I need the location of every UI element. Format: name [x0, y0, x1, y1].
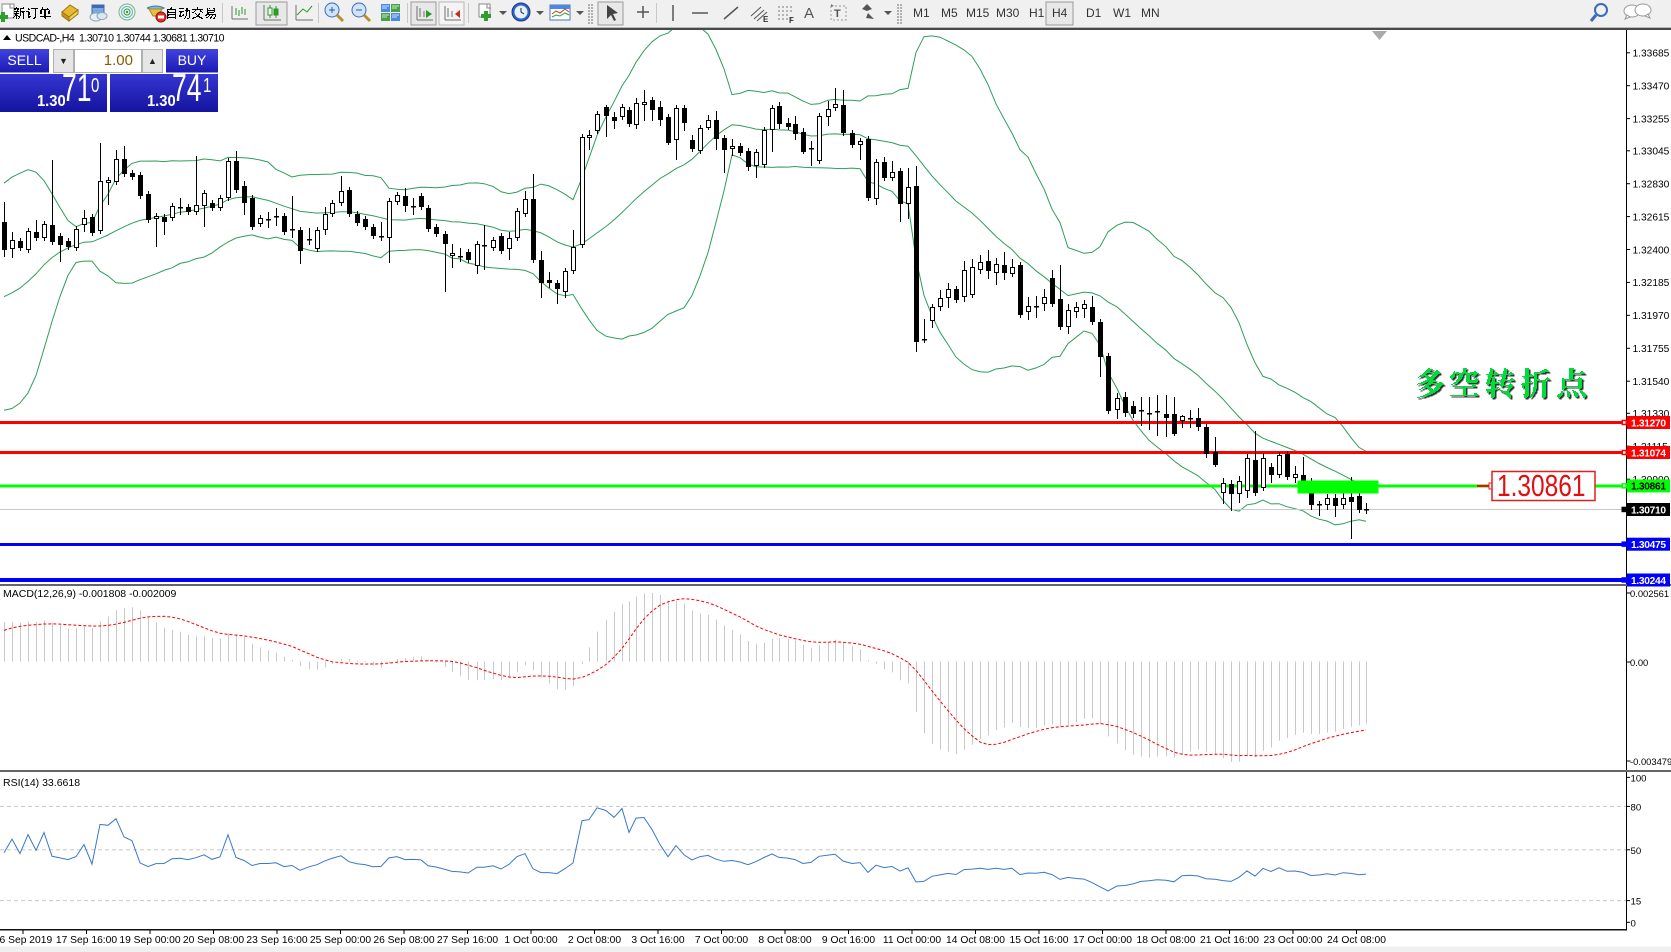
- svg-text:1.33470: 1.33470: [1633, 82, 1670, 93]
- svg-text:3 Oct 16:00: 3 Oct 16:00: [631, 935, 685, 946]
- svg-text:25 Sep 00:00: 25 Sep 00:00: [310, 935, 372, 946]
- svg-text:0: 0: [1631, 918, 1636, 929]
- svg-text:D1: D1: [1086, 6, 1102, 20]
- svg-text:100: 100: [1631, 773, 1647, 784]
- svg-text:1.32400: 1.32400: [1633, 245, 1670, 256]
- svg-text:80: 80: [1631, 802, 1642, 813]
- svg-text:24 Oct 08:00: 24 Oct 08:00: [1327, 935, 1386, 946]
- svg-text:16 Sep 2019: 16 Sep 2019: [0, 935, 52, 946]
- svg-text:1.31970: 1.31970: [1633, 311, 1670, 322]
- svg-text:H4: H4: [1052, 6, 1068, 20]
- svg-text:1.32615: 1.32615: [1633, 212, 1670, 223]
- svg-text:1.30861: 1.30861: [1497, 468, 1585, 502]
- svg-text:20 Sep 08:00: 20 Sep 08:00: [183, 935, 245, 946]
- svg-text:1.31074: 1.31074: [1631, 448, 1666, 459]
- svg-text:M30: M30: [996, 6, 1020, 20]
- svg-text:17 Sep 16:00: 17 Sep 16:00: [56, 935, 118, 946]
- svg-text:M5: M5: [941, 6, 958, 20]
- svg-text:1 Oct 00:00: 1 Oct 00:00: [504, 935, 558, 946]
- svg-text:14 Oct 08:00: 14 Oct 08:00: [946, 935, 1005, 946]
- svg-text:17 Oct 00:00: 17 Oct 00:00: [1073, 935, 1132, 946]
- svg-text:W1: W1: [1113, 6, 1131, 20]
- svg-text:21 Oct 16:00: 21 Oct 16:00: [1200, 935, 1259, 946]
- svg-text:1.33255: 1.33255: [1633, 114, 1670, 125]
- svg-text:2 Oct 08:00: 2 Oct 08:00: [568, 935, 622, 946]
- svg-text:1.31540: 1.31540: [1633, 377, 1670, 388]
- svg-text:11 Oct 00:00: 11 Oct 00:00: [883, 935, 941, 946]
- svg-text:H1: H1: [1029, 6, 1045, 20]
- svg-text:1.32185: 1.32185: [1633, 278, 1670, 289]
- svg-text:1.31270: 1.31270: [1631, 418, 1666, 429]
- svg-text:26 Sep 08:00: 26 Sep 08:00: [373, 935, 435, 946]
- svg-text:M1: M1: [913, 6, 930, 20]
- svg-text:19 Sep 00:00: 19 Sep 00:00: [119, 935, 181, 946]
- svg-text:MN: MN: [1141, 6, 1160, 20]
- svg-text:1.30861: 1.30861: [1631, 482, 1666, 493]
- svg-text:-0.003479: -0.003479: [1630, 756, 1671, 767]
- svg-text:1.32830: 1.32830: [1633, 180, 1670, 191]
- svg-text:18 Oct 08:00: 18 Oct 08:00: [1137, 935, 1196, 946]
- svg-text:0.002561: 0.002561: [1630, 588, 1669, 599]
- svg-text:MACD(12,26,9) -0.001808 -0.002: MACD(12,26,9) -0.001808 -0.002009: [3, 588, 177, 600]
- svg-text:F: F: [789, 16, 794, 25]
- svg-text:8 Oct 08:00: 8 Oct 08:00: [758, 935, 812, 946]
- svg-text:M15: M15: [966, 6, 990, 20]
- svg-text:1.30475: 1.30475: [1631, 540, 1666, 551]
- svg-text:1.30244: 1.30244: [1631, 576, 1666, 587]
- svg-text:1.31330: 1.31330: [1633, 409, 1670, 420]
- svg-text:RSI(14) 33.6618: RSI(14) 33.6618: [3, 777, 80, 789]
- svg-text:23 Oct 00:00: 23 Oct 00:00: [1264, 935, 1323, 946]
- svg-text:15: 15: [1631, 897, 1642, 908]
- svg-text:50: 50: [1631, 846, 1642, 857]
- svg-text:7 Oct 00:00: 7 Oct 00:00: [695, 935, 749, 946]
- svg-text:27 Sep 16:00: 27 Sep 16:00: [437, 935, 499, 946]
- svg-text:1.31755: 1.31755: [1633, 344, 1670, 355]
- svg-text:9 Oct 16:00: 9 Oct 16:00: [822, 935, 876, 946]
- svg-text:23 Sep 16:00: 23 Sep 16:00: [246, 935, 308, 946]
- svg-text:0.00: 0.00: [1630, 657, 1648, 668]
- svg-text:E: E: [763, 15, 769, 24]
- svg-text:USDCAD-,H4 1.30710 1.30744 1.: USDCAD-,H4 1.30710 1.30744 1.30681 1.307…: [15, 33, 225, 45]
- svg-text:A: A: [804, 5, 814, 22]
- svg-text:1.33685: 1.33685: [1633, 49, 1670, 60]
- svg-text:15 Oct 16:00: 15 Oct 16:00: [1010, 935, 1069, 946]
- svg-text:1.33045: 1.33045: [1633, 147, 1670, 158]
- svg-text:T: T: [834, 8, 841, 20]
- svg-text:1.30710: 1.30710: [1631, 505, 1666, 516]
